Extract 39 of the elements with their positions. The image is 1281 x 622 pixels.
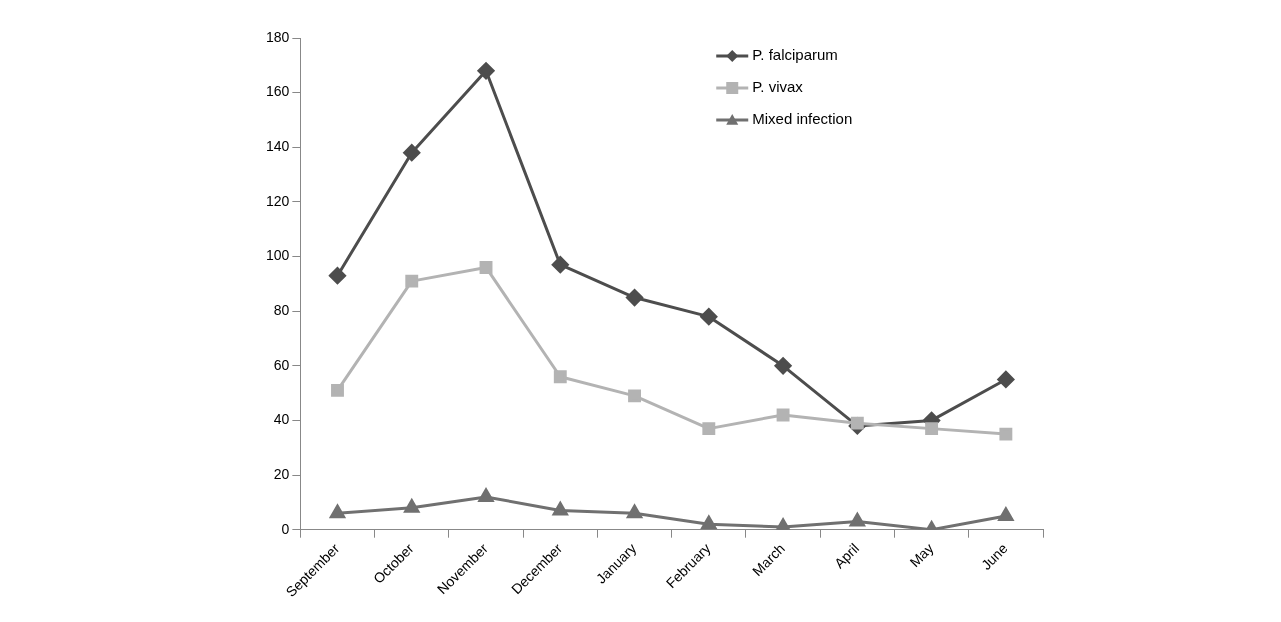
point <box>328 267 346 285</box>
point <box>553 370 567 384</box>
point <box>628 389 641 403</box>
point <box>702 422 716 436</box>
point <box>849 513 865 527</box>
y-tick-label: 60 <box>273 356 290 373</box>
point <box>478 488 494 502</box>
point <box>999 427 1013 441</box>
point <box>700 308 718 326</box>
point <box>925 422 939 436</box>
y-tick-label: 100 <box>266 247 290 264</box>
y-tick-label: 20 <box>273 465 290 482</box>
y-tick-label: 80 <box>273 302 290 319</box>
point <box>998 507 1014 522</box>
y-tick-label: 160 <box>266 83 290 100</box>
point <box>404 499 420 513</box>
point <box>551 256 569 274</box>
point <box>329 504 346 519</box>
y-tick-label: 0 <box>281 520 290 537</box>
legend-label: P. falciparum <box>752 46 838 64</box>
y-tick-label: 180 <box>266 28 290 45</box>
point <box>403 144 421 162</box>
point <box>331 383 344 397</box>
legend-label: Mixed infection <box>752 110 853 128</box>
point <box>701 515 717 530</box>
x-tick-label: May <box>906 540 937 571</box>
y-tick-label: 120 <box>266 192 290 209</box>
point <box>997 370 1015 388</box>
point <box>776 408 790 422</box>
point <box>626 504 643 519</box>
point <box>774 357 792 375</box>
y-tick-label: 40 <box>273 411 290 428</box>
point <box>626 289 644 307</box>
y-tick-label: 140 <box>266 138 290 155</box>
point <box>405 274 419 288</box>
legend-label: P. vivax <box>752 78 804 96</box>
point <box>477 62 495 80</box>
point <box>479 261 493 274</box>
point <box>552 502 568 516</box>
